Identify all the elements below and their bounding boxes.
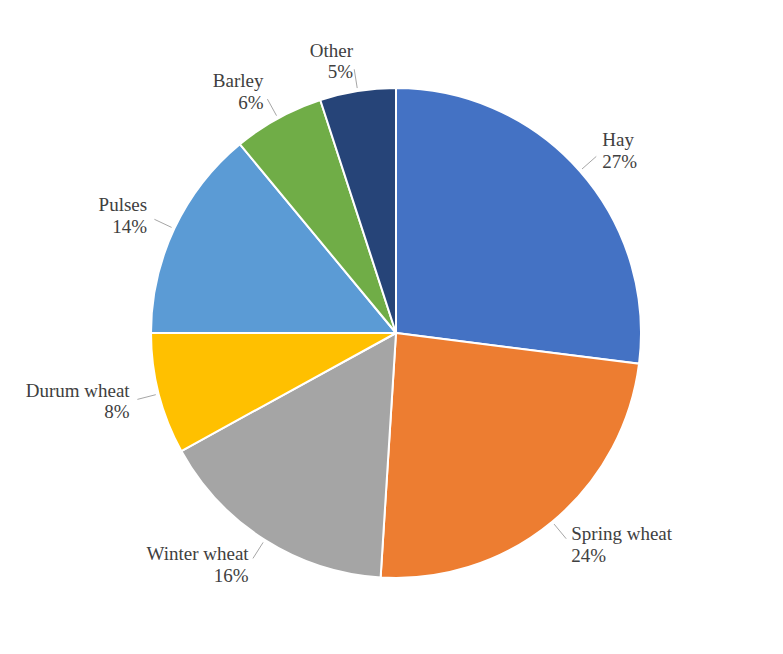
svg-text:Durum wheat8%: Durum wheat8% <box>26 380 131 423</box>
svg-text:Pulses14%: Pulses14% <box>99 194 148 237</box>
svg-text:Other5%: Other5% <box>310 40 354 83</box>
svg-text:Spring wheat24%: Spring wheat24% <box>571 523 673 566</box>
svg-text:Hay27%: Hay27% <box>602 129 637 172</box>
svg-text:Barley6%: Barley6% <box>213 70 264 113</box>
svg-text:Winter wheat16%: Winter wheat16% <box>147 543 250 586</box>
